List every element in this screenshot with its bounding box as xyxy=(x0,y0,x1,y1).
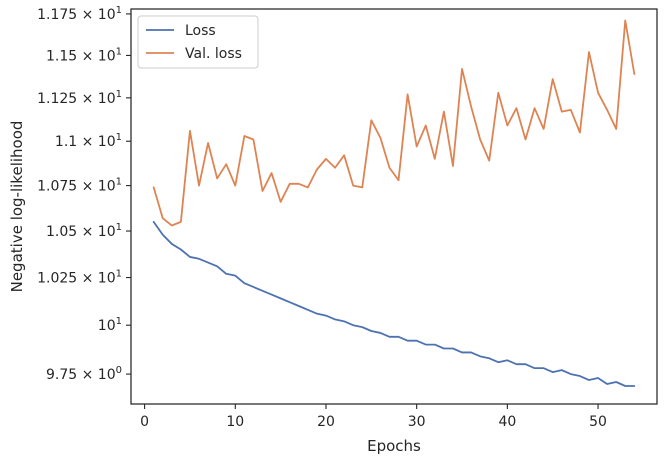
series-line-loss xyxy=(152,220,636,387)
y-axis-label: Negative log-likelihood xyxy=(8,121,26,293)
x-tick-label: 30 xyxy=(408,414,426,430)
y-axis: 9.75 × 100 101 1.025 × 101 1.05 × 101 1.075 … xyxy=(37,5,131,383)
y-tick-label: 1.125 × 101 xyxy=(37,89,122,107)
y-tick-label: 101 xyxy=(98,316,122,334)
axes-frame xyxy=(130,8,658,405)
x-tick-label: 50 xyxy=(589,414,607,430)
x-tick-label: 0 xyxy=(140,414,149,430)
x-tick-label: 20 xyxy=(317,414,335,430)
legend-label-val-loss: Val. loss xyxy=(185,46,242,62)
y-tick-label: 1.175 × 101 xyxy=(37,5,122,23)
y-tick-label: 1.15 × 101 xyxy=(46,46,122,64)
plot-area xyxy=(152,19,636,387)
y-tick-label: 1.075 × 101 xyxy=(37,177,122,195)
y-tick-label: 1.1 × 101 xyxy=(55,132,122,150)
series-line-val-loss xyxy=(152,19,636,227)
legend: Loss Val. loss xyxy=(137,15,259,69)
legend-box xyxy=(137,15,259,69)
legend-label-loss: Loss xyxy=(185,23,216,39)
y-tick-label: 9.75 × 100 xyxy=(46,365,122,383)
x-tick-label: 10 xyxy=(226,414,244,430)
y-tick-label: 1.025 × 101 xyxy=(37,269,122,287)
y-tick-label: 1.05 × 101 xyxy=(46,222,122,240)
x-axis: 0 10 20 30 40 50 xyxy=(140,404,607,430)
x-tick-label: 40 xyxy=(498,414,516,430)
x-axis-label: Epochs xyxy=(367,437,421,455)
